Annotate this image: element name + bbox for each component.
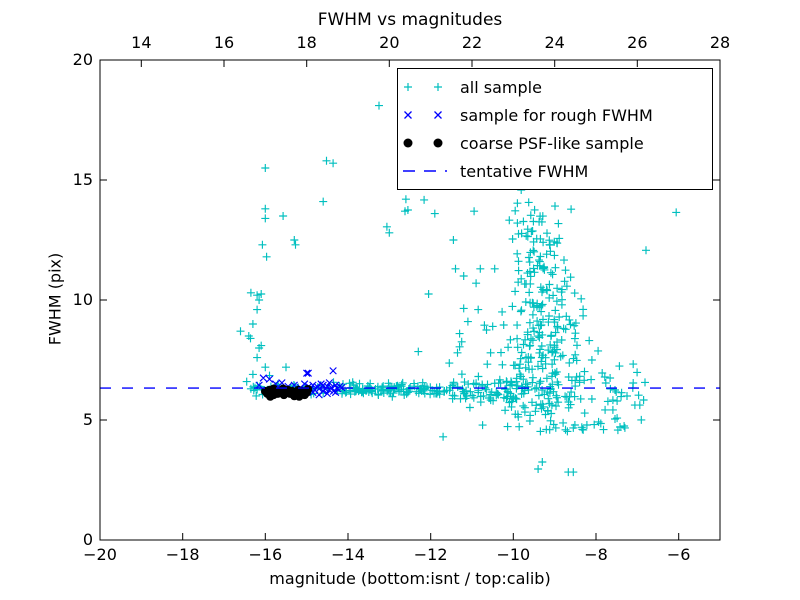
y-tick-label: 15	[72, 170, 93, 189]
legend-label: tentative FWHM	[460, 161, 589, 181]
chart-title: FWHM vs magnitudes	[317, 10, 503, 30]
dashed-line-icon	[403, 170, 447, 172]
series-all-sample	[236, 101, 681, 477]
legend-item-psf-sample: coarse PSF-like sample	[398, 129, 712, 157]
x-bottom-tick-label: −14	[331, 545, 365, 564]
y-tick-label: 0	[82, 530, 93, 549]
x-top-tick-label: 26	[627, 33, 648, 52]
x-top-tick-label: 14	[131, 33, 152, 52]
legend-item-all-sample: all sample	[398, 73, 712, 101]
y-tick-label: 5	[82, 410, 93, 429]
dot-marker-icon	[403, 138, 443, 148]
x-bottom-tick-label: −16	[248, 545, 283, 564]
legend-label: sample for rough FWHM	[460, 105, 653, 125]
x-axis-label: magnitude (bottom:isnt / top:calib)	[269, 569, 551, 588]
x-bottom-tick-label: −10	[496, 545, 531, 564]
plus-marker-icon	[404, 83, 442, 91]
x-top-tick-label: 20	[379, 33, 400, 52]
plot-area	[100, 101, 720, 477]
x-bottom-tick-label: −6	[666, 545, 691, 564]
x-top-tick-label: 22	[461, 33, 483, 52]
legend-label: coarse PSF-like sample	[460, 133, 644, 153]
x-bottom-tick-label: −12	[413, 545, 448, 564]
series-coarse-psf-like-sample	[261, 384, 313, 401]
y-tick-label: 10	[72, 290, 93, 309]
x-top-tick-label: 24	[544, 33, 565, 52]
legend-item-rough-fwhm: sample for rough FWHM	[398, 101, 712, 129]
x-top-tick-label: 16	[213, 33, 235, 52]
y-tick-label: 20	[72, 50, 93, 69]
x-bottom-tick-label: −18	[165, 545, 200, 564]
legend-item-tentative-fwhm: tentative FWHM	[398, 157, 712, 185]
legend: all sample sample for rough FWHM coarse …	[397, 68, 713, 190]
x-marker-icon	[404, 111, 442, 119]
x-top-tick-label: 28	[709, 33, 731, 52]
axes-frame	[99, 59, 721, 541]
legend-label: all sample	[460, 77, 542, 97]
x-top-tick-label: 18	[296, 33, 317, 52]
x-bottom-tick-label: −20	[83, 545, 117, 564]
x-bottom-tick-label: −8	[584, 545, 608, 564]
